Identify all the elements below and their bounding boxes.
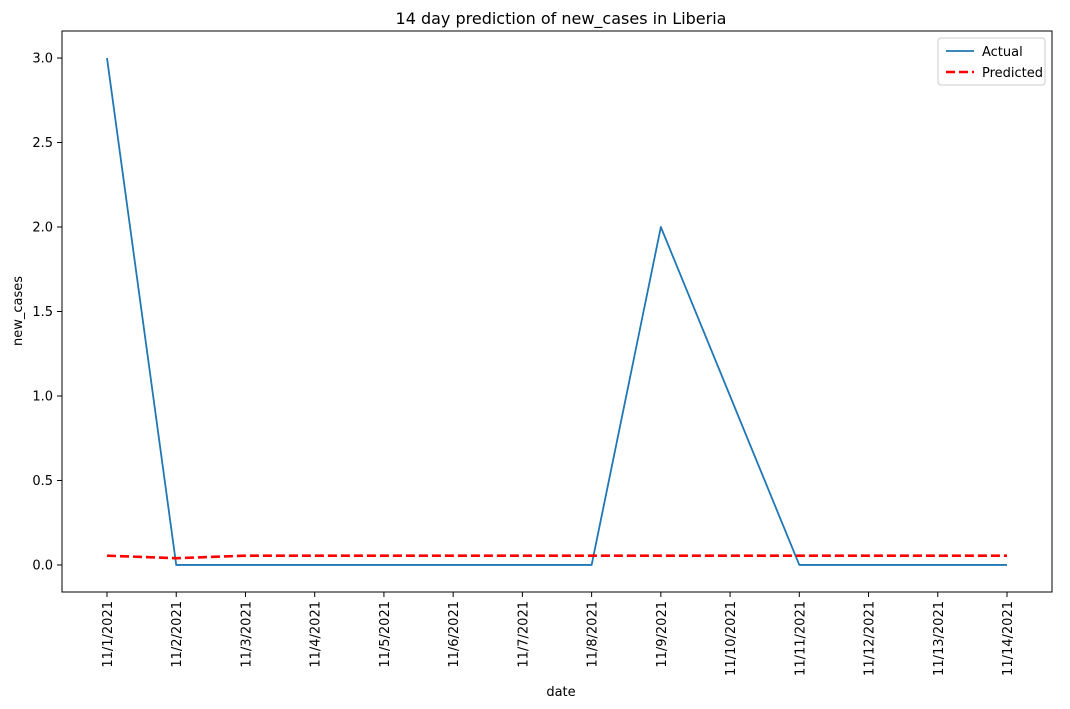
x-tick-label: 11/10/2021 bbox=[724, 601, 739, 676]
x-tick-label: 11/5/2021 bbox=[378, 601, 393, 668]
x-tick-label: 11/6/2021 bbox=[447, 601, 462, 668]
x-axis: 11/1/2021 11/2/2021 11/3/2021 11/4/2021 11/5… bbox=[101, 592, 1016, 676]
legend-label: Actual bbox=[982, 45, 1023, 60]
x-axis-label: date bbox=[546, 685, 575, 700]
y-tick-label: 2.5 bbox=[32, 136, 53, 151]
y-tick-label: 1.0 bbox=[32, 389, 53, 404]
x-tick-label: 11/13/2021 bbox=[932, 601, 947, 676]
plot-area bbox=[106, 57, 1007, 566]
x-tick-label: 11/11/2021 bbox=[793, 601, 808, 676]
x-tick-label: 11/1/2021 bbox=[101, 601, 116, 668]
y-axis: 0.0 0.5 1.0 1.5 2.0 2.5 3.0 bbox=[32, 52, 62, 573]
x-tick-label: 11/2/2021 bbox=[170, 601, 185, 668]
plot-frame bbox=[61, 30, 1053, 593]
y-tick-label: 2.0 bbox=[32, 221, 53, 236]
x-tick-label: 11/4/2021 bbox=[309, 601, 324, 668]
x-tick-label: 11/9/2021 bbox=[655, 601, 670, 668]
series-line-predicted bbox=[106, 554, 1007, 560]
x-tick-label: 11/12/2021 bbox=[863, 601, 878, 676]
x-tick-label: 11/7/2021 bbox=[516, 601, 531, 668]
y-axis-label: new_cases bbox=[11, 276, 26, 346]
y-tick-label: 0.0 bbox=[32, 558, 53, 573]
legend: Actual Predicted bbox=[937, 37, 1046, 86]
y-tick-label: 0.5 bbox=[32, 474, 53, 489]
chart-title: 14 day prediction of new_cases in Liberi… bbox=[396, 9, 727, 29]
x-tick-label: 11/14/2021 bbox=[1001, 601, 1016, 676]
x-tick-label: 11/3/2021 bbox=[239, 601, 254, 668]
y-tick-label: 3.0 bbox=[32, 52, 53, 67]
series-line-actual bbox=[106, 57, 1007, 566]
y-tick-label: 1.5 bbox=[32, 305, 53, 320]
x-tick-label: 11/8/2021 bbox=[586, 601, 601, 668]
legend-label: Predicted bbox=[982, 66, 1043, 81]
